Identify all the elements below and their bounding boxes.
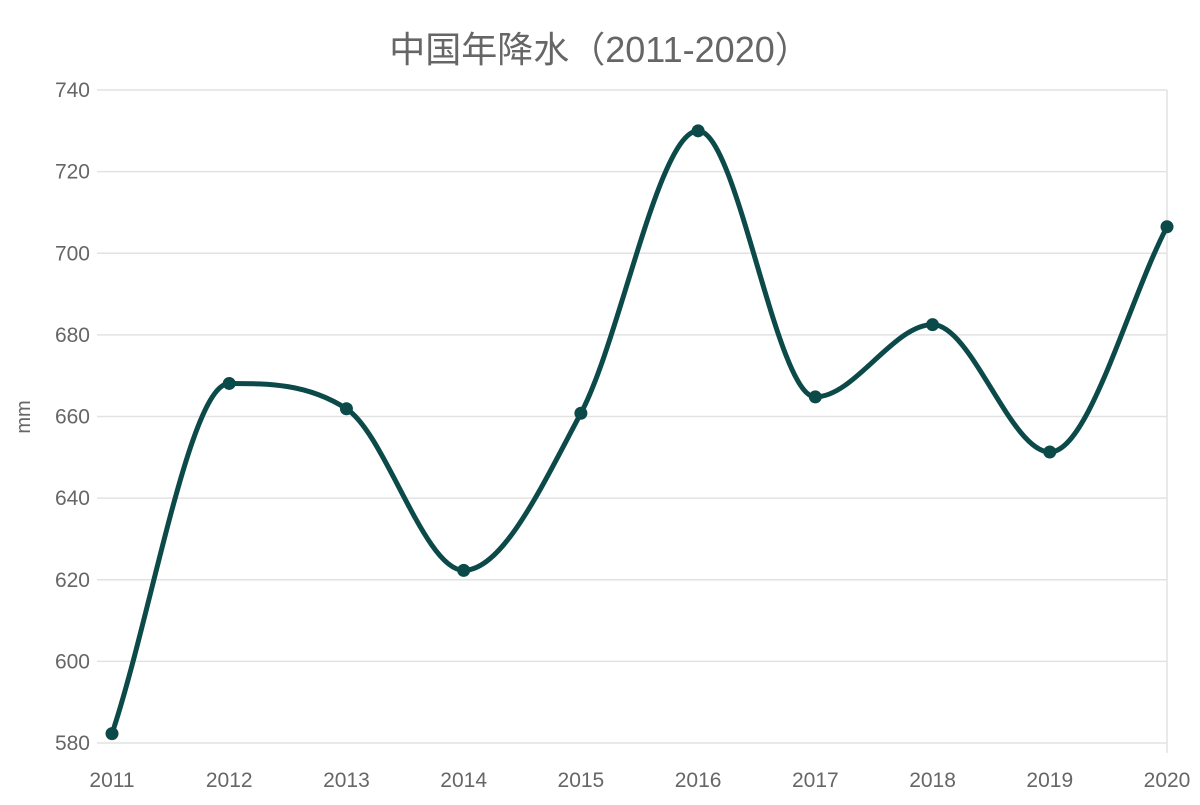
x-tick-label: 2013 [323,769,370,792]
y-axis-label: mm [13,400,35,433]
y-tick-label: 700 [55,242,90,265]
series-line [109,128,1170,737]
x-tick-label: 2020 [1144,769,1191,792]
data-point[interactable] [339,402,353,416]
data-point[interactable] [1160,220,1174,234]
y-tick-label: 580 [55,732,90,755]
data-point[interactable] [808,390,822,404]
data-point[interactable] [457,563,471,577]
y-tick-label: 720 [55,161,90,184]
data-point[interactable] [691,124,705,138]
data-point[interactable] [574,406,588,420]
x-tick-label: 2017 [792,769,839,792]
series-layer [105,124,1174,741]
x-tick-label: 2016 [675,769,722,792]
x-tick-label: 2011 [89,769,134,792]
data-point[interactable] [1043,445,1057,459]
gridlines [97,89,1168,753]
chart-title: 中国年降水（2011-2020） [389,29,811,70]
x-axis-ticks: 2011 2012 2013 2014 2015 2016 2017 2018 2019 2020 [89,769,1190,792]
y-tick-label: 640 [55,487,90,510]
x-tick-label: 2012 [206,769,253,792]
data-point[interactable] [926,318,940,332]
y-axis-ticks: 580 600 620 640 660 680 700 720 740 [55,79,90,755]
y-tick-label: 680 [55,324,90,347]
y-tick-label: 620 [55,569,90,592]
data-point[interactable] [222,376,236,390]
y-tick-label: 660 [55,406,90,429]
y-tick-label: 740 [55,79,90,102]
y-tick-label: 600 [55,650,90,673]
x-tick-label: 2018 [909,769,956,792]
data-point[interactable] [105,727,119,741]
x-tick-label: 2019 [1026,769,1073,792]
x-tick-label: 2015 [558,769,605,792]
x-tick-label: 2014 [440,769,487,792]
